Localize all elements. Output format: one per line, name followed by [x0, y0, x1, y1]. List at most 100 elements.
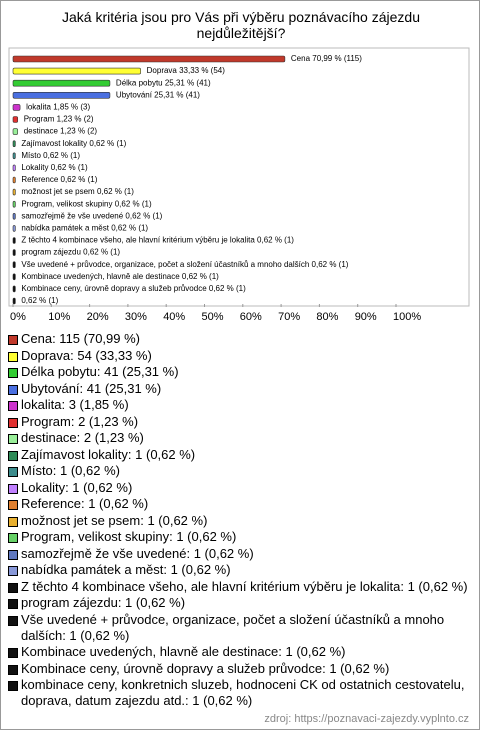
legend-swatch: [8, 450, 18, 461]
legend-swatch: [8, 500, 18, 510]
bar: [12, 249, 16, 256]
legend-swatch: [8, 483, 18, 494]
bar: [12, 261, 16, 269]
legend-item: Kombinace uvedených, hlavně ale destinac…: [7, 644, 469, 660]
value-label: destinace 1,23 % (2): [24, 127, 98, 136]
x-tick-label: 90%: [355, 311, 377, 323]
legend-item: program zájezdu: 1 (0,62 %): [7, 595, 469, 611]
legend-swatch: [8, 417, 18, 428]
value-label: Program 1,23 % (2): [24, 115, 94, 124]
legend-item: Lokality: 1 (0,62 %): [7, 480, 469, 496]
source: zdroj: https://poznavaci-zajezdy.vyplnto…: [264, 713, 469, 725]
legend-swatch: [8, 681, 18, 691]
value-label: možnost jet se psem 0,62 % (1): [21, 187, 134, 196]
bar: [12, 140, 16, 147]
chart-title: Jaká kritéria jsou pro Vás při výběru po…: [62, 9, 420, 41]
legend-item: Reference: 1 (0,62 %): [7, 496, 469, 512]
legend-label: Z těchto 4 kombinace všeho, ale hlavní k…: [21, 578, 468, 594]
bar: [12, 273, 16, 281]
value-label: 0,62 % (1): [21, 296, 58, 305]
value-label: Kombinace uvedených, hlavně ale destinac…: [21, 272, 219, 281]
plot-frame: [8, 47, 470, 307]
legend-item: Doprava: 54 (33,33 %): [7, 348, 469, 364]
legend-label: destinace: 2 (1,23 %): [21, 430, 144, 445]
bar: [12, 79, 111, 87]
legend-label: Vše uvedené + průvodce, organizace, poče…: [21, 611, 445, 643]
legend-swatch: [8, 664, 18, 675]
bar: [12, 176, 16, 184]
legend-item: lokalita: 3 (1,85 %): [7, 397, 469, 413]
x-tick-label: 30%: [125, 311, 147, 323]
value-label: nabídka památek a měst 0,62 % (1): [21, 224, 148, 233]
legend-item: Vše uvedené + průvodce, organizace, poče…: [7, 612, 469, 644]
legend-label: Místo: 1 (0,62 %): [21, 463, 120, 478]
value-label: Délka pobytu 25,31 % (41): [116, 78, 211, 87]
value-label: lokalita 1,85 % (3): [26, 103, 90, 112]
legend-label: Kombinace uvedených, hlavně ale destinac…: [21, 644, 346, 659]
value-label: samozřejmě že vše uvedené 0,62 % (1): [21, 211, 162, 220]
value-label: Zajímavost lokality 0,62 % (1): [21, 139, 126, 148]
legend-label: Program: 2 (1,23 %): [21, 413, 139, 429]
legend-label: Zajímavost lokality: 1 (0,62 %): [21, 446, 196, 462]
x-tick-label: 100%: [393, 311, 421, 323]
bar: [12, 237, 16, 244]
legend-item: Délka pobytu: 41 (25,31 %): [7, 364, 469, 380]
bar: [12, 225, 16, 232]
legend-label: Ubytování: 41 (25,31 %): [21, 380, 162, 396]
value-label: Z těchto 4 kombinace všeho, ale hlavní k…: [21, 236, 294, 245]
legend-item: samozřejmě že vše uvedené: 1 (0,62 %): [7, 546, 469, 562]
value-label: Ubytování 25,31 % (41): [116, 90, 200, 99]
legend-swatch: [8, 467, 18, 477]
legend-swatch: [8, 335, 18, 345]
legend-item: kombinace ceny, konkretnich sluzeb, hodn…: [7, 677, 469, 709]
bar: [12, 285, 16, 293]
value-label: Doprava 33,33 % (54): [147, 66, 226, 75]
legend-label: nabídka památek a měst: 1 (0,62 %): [21, 562, 231, 577]
value-label: Vše uvedené + průvodce, organizace, poče…: [21, 260, 348, 269]
bar: [12, 104, 21, 111]
legend-item: Zajímavost lokality: 1 (0,62 %): [7, 447, 469, 463]
legend-swatch: [8, 566, 18, 576]
bar: [12, 67, 141, 75]
legend-item: Kombinace ceny, úrovně dopravy a služeb …: [7, 661, 469, 677]
legend-item: Cena: 115 (70,99 %): [7, 331, 469, 347]
chart: 0% 10% 20% 30% 40% 50% 60% 70% 80% 90% 100% Cena 70…: [8, 47, 470, 323]
x-tick-label: 70%: [278, 311, 300, 323]
value-label: program zájezdu 0,62 % (1): [21, 248, 120, 257]
x-tick-label: 80%: [316, 311, 338, 323]
x-tick-label: 50%: [202, 311, 224, 323]
bar: [12, 55, 286, 63]
legend-swatch: [8, 434, 18, 444]
legend-swatch: [8, 384, 18, 395]
legend-item: nabídka památek a měst: 1 (0,62 %): [7, 562, 469, 578]
x-tick-label: 0%: [10, 311, 26, 323]
legend-label: Délka pobytu: 41 (25,31 %): [21, 364, 179, 379]
bar: [12, 92, 111, 99]
x-tick-label: 40%: [163, 311, 185, 323]
legend-item: Ubytování: 41 (25,31 %): [7, 381, 469, 397]
legend-label: samozřejmě že vše uvedené: 1 (0,62 %): [21, 545, 254, 561]
value-label: Místo 0,62 % (1): [21, 151, 80, 160]
legend-item: Program, velikost skupiny: 1 (0,62 %): [7, 529, 469, 545]
legend-swatch: [8, 368, 18, 378]
legend-swatch: [8, 648, 18, 658]
legend-swatch: [8, 351, 18, 362]
x-tick-label: 20%: [87, 311, 109, 323]
bar: [12, 297, 16, 305]
legend-label: Lokality: 1 (0,62 %): [21, 479, 133, 495]
legend-swatch: [8, 549, 18, 560]
legend-swatch: [8, 533, 18, 543]
bar: [12, 200, 16, 208]
legend-label: program zájezdu: 1 (0,62 %): [21, 595, 186, 610]
legend-item: Z těchto 4 kombinace všeho, ale hlavní k…: [7, 579, 469, 595]
legend-label: Kombinace ceny, úrovně dopravy a služeb …: [21, 660, 390, 676]
bar: [12, 164, 16, 172]
legend-swatch: [8, 582, 18, 593]
legend-swatch: [8, 516, 18, 527]
value-label: Lokality 0,62 % (1): [21, 163, 88, 172]
legend-label: lokalita: 3 (1,85 %): [21, 397, 129, 412]
legend-item: destinace: 2 (1,23 %): [7, 430, 469, 446]
bar: [12, 213, 16, 220]
bar: [12, 152, 16, 160]
